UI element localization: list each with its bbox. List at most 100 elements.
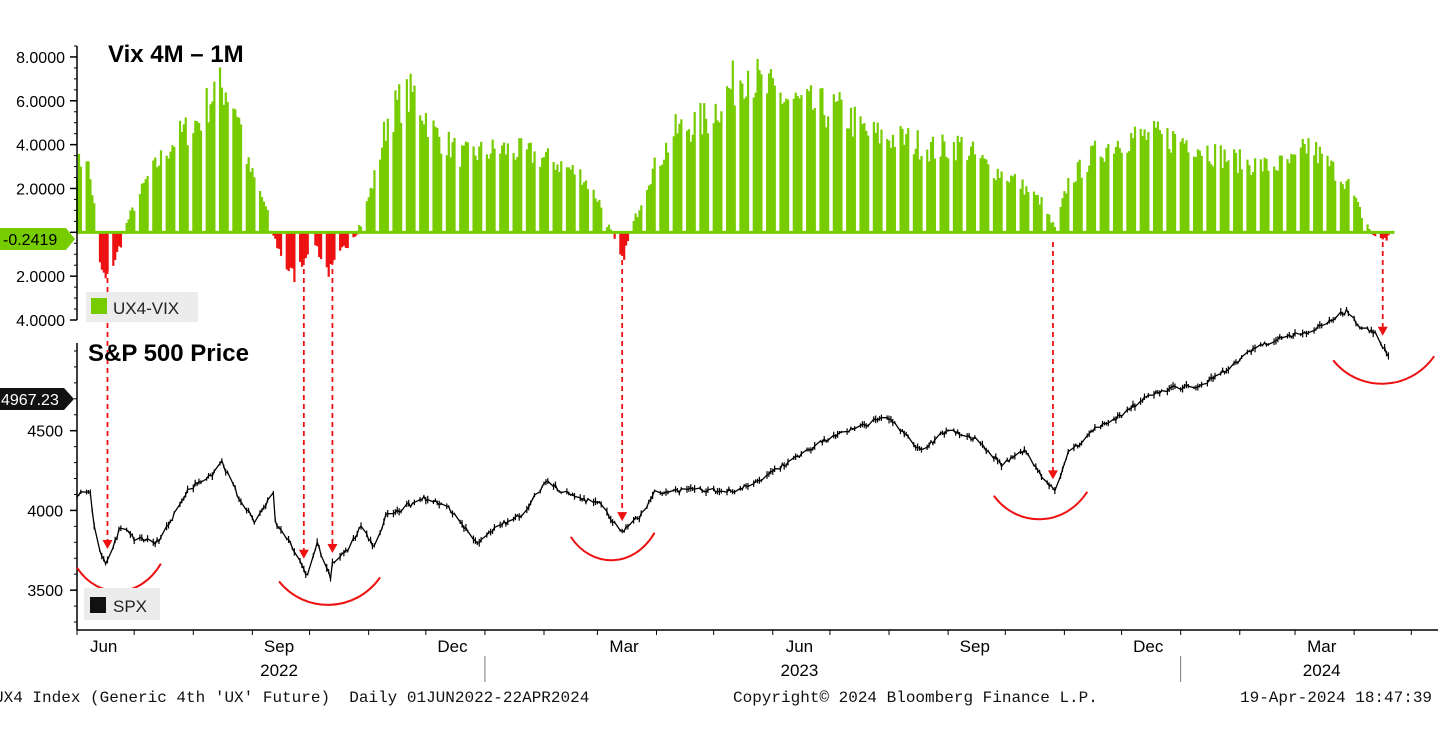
spx-legend-swatch xyxy=(90,597,106,613)
vix-bar xyxy=(605,227,609,233)
vix-bar xyxy=(981,155,984,233)
vix-bar xyxy=(1152,120,1156,233)
vix-bar xyxy=(1210,164,1213,233)
vix-bar xyxy=(1301,138,1304,233)
vix-bar xyxy=(407,111,410,233)
vix-bar xyxy=(1212,166,1215,233)
vix-ytick-label: 4.0000 xyxy=(16,313,65,330)
vix-bar xyxy=(592,189,595,233)
vix-bar xyxy=(899,125,902,233)
vix-bar xyxy=(167,158,170,233)
vix-bar xyxy=(194,120,197,233)
vix-bar xyxy=(146,176,149,233)
vix-bar xyxy=(533,151,536,233)
vix-bar xyxy=(916,130,919,233)
vix-bar xyxy=(276,232,279,249)
x-month-label: Sep xyxy=(960,637,990,656)
vix-bar xyxy=(371,188,374,233)
vix-bar xyxy=(1074,181,1078,233)
vix-bar xyxy=(1194,157,1198,233)
vix-bar xyxy=(1345,180,1348,233)
footer-copyright: Copyright© 2024 Bloomberg Finance L.P. xyxy=(733,689,1098,707)
vix-bar xyxy=(1067,178,1070,233)
vix-bar xyxy=(142,182,145,233)
vix-bar xyxy=(653,157,656,233)
vix-bar xyxy=(623,232,626,260)
annotation-trough-curve xyxy=(76,563,162,593)
vix-bar xyxy=(838,92,841,233)
vix-bar xyxy=(516,156,519,233)
vix-bar xyxy=(247,157,250,233)
vix-bar xyxy=(903,144,906,233)
vix-bar xyxy=(745,96,748,233)
vix-bar xyxy=(1076,162,1079,233)
vix-bar xyxy=(1326,155,1329,233)
vix-bar xyxy=(531,162,534,233)
vix-bar xyxy=(966,160,969,233)
vix-bar xyxy=(1088,165,1091,233)
vix-bar xyxy=(1023,194,1026,233)
vix-bar xyxy=(1238,149,1241,233)
annotation-arrow-head xyxy=(617,512,628,522)
vix-bar xyxy=(687,129,691,233)
vix-bar xyxy=(266,209,269,233)
vix-bar xyxy=(1274,170,1278,233)
vix-bar xyxy=(1160,133,1163,233)
vix-bar xyxy=(1267,170,1270,233)
vix-bar xyxy=(565,167,569,233)
vix-bar xyxy=(832,94,835,233)
date-x-axis: Jun Sep Dec Mar Jun Sep Dec Mar 2022 2023 2024 xyxy=(76,629,1438,682)
vix-bar xyxy=(358,225,361,233)
vix-bar xyxy=(945,156,948,233)
vix-bar xyxy=(1046,213,1049,233)
vix-bar xyxy=(236,116,239,233)
vix-bar xyxy=(792,98,795,233)
vix-bar xyxy=(1294,154,1297,233)
vix-bar xyxy=(556,164,559,233)
vix-bar xyxy=(157,165,161,233)
vix-bar xyxy=(632,221,635,233)
vix-bar xyxy=(781,104,784,233)
vix-bar xyxy=(718,122,721,233)
vix-bar xyxy=(504,154,508,233)
vix-bar xyxy=(380,147,384,233)
vix-bar xyxy=(619,232,622,255)
vix-bar xyxy=(847,128,851,233)
vix-bar xyxy=(691,134,694,233)
vix-bar xyxy=(333,232,336,260)
vix-bar xyxy=(512,153,515,233)
vix-bar xyxy=(1292,154,1295,233)
vix-legend-label: UX4-VIX xyxy=(113,299,179,318)
vix-bar xyxy=(413,85,416,233)
vix-bar xyxy=(293,232,296,283)
vix-bar xyxy=(264,206,267,233)
vix-legend: UX4-VIX xyxy=(86,292,198,322)
vix-bar xyxy=(851,136,855,233)
vix-bar xyxy=(1114,146,1118,233)
vix-bar xyxy=(863,123,866,233)
vix-bar xyxy=(438,136,441,233)
vix-bar xyxy=(1332,161,1335,233)
vix-bar xyxy=(584,180,588,233)
vix-bar xyxy=(1173,133,1177,233)
vix-bar xyxy=(956,135,959,233)
annotation-arrow-head xyxy=(1047,470,1058,480)
vix-bar xyxy=(304,232,307,259)
vix-bar xyxy=(1330,160,1333,233)
vix-bar xyxy=(436,127,439,233)
vix-bar xyxy=(626,232,630,242)
vix-bar xyxy=(487,158,490,233)
vix-bar xyxy=(1130,132,1133,233)
vix-bar xyxy=(133,210,136,233)
vix-bar xyxy=(760,74,763,233)
vix-bar xyxy=(701,134,704,233)
vix-bar xyxy=(1179,141,1182,233)
vix-bar xyxy=(880,129,883,233)
vix-bar xyxy=(649,184,652,233)
vix-bar xyxy=(1225,161,1228,233)
vix-bar xyxy=(785,98,788,233)
vix-bar xyxy=(586,189,590,233)
vix-bar xyxy=(327,232,330,277)
vix-bar xyxy=(1341,184,1344,233)
